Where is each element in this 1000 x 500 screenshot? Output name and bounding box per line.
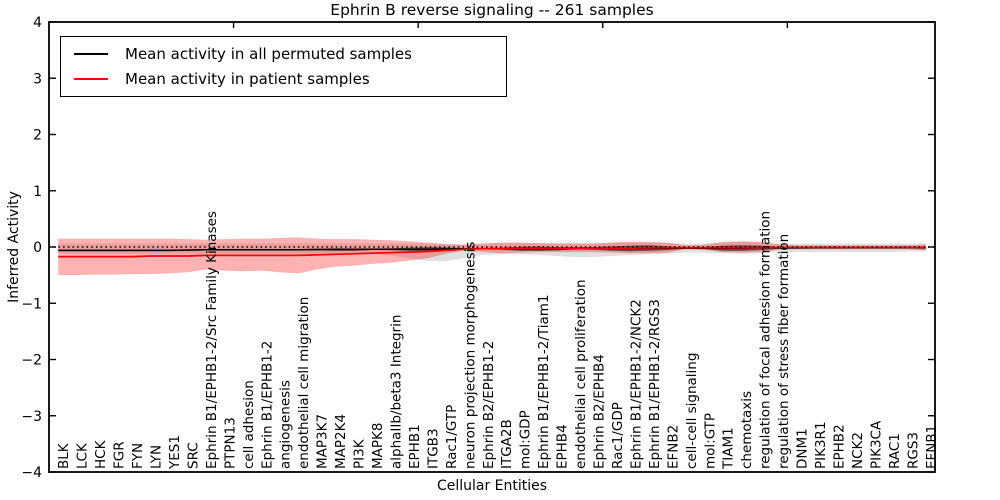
x-category-label: PTPN13: [222, 417, 238, 469]
x-category-label: Ephrin B1/EPHB1-2/RGS3: [647, 299, 663, 469]
patient-line-swatch: [74, 78, 108, 81]
x-category-label: MAP2K4: [333, 414, 349, 469]
y-axis-tick-label: −1: [21, 296, 42, 312]
x-category-label: Rac1/GTP: [444, 405, 460, 469]
x-category-label: neuron projection morphogenesis: [462, 242, 478, 469]
x-category-label: RGS3: [905, 432, 921, 469]
x-category-label: Ephrin B1/EPHB1-2/Src Family Kinases: [204, 211, 220, 469]
x-category-label: regulation of focal adhesion formation: [758, 211, 774, 469]
x-category-label: MAPK8: [370, 423, 386, 469]
x-category-label: EPHB4: [555, 424, 571, 469]
x-category-label: endothelial cell proliferation: [573, 279, 589, 469]
x-category-label: cell adhesion: [241, 380, 257, 469]
x-category-label: Ephrin B2/EPHB1-2: [481, 341, 497, 469]
y-axis-tick-label: 0: [33, 240, 42, 256]
x-category-label: SRC: [185, 442, 201, 469]
x-category-label: EFNB1: [924, 425, 940, 469]
x-category-label: ITGA2B: [499, 419, 515, 469]
x-category-label: BLK: [56, 442, 72, 469]
y-axis-tick-label: 3: [33, 71, 42, 87]
x-category-label: Ephrin B1/EPHB1-2: [259, 341, 275, 469]
legend-item-permuted: Mean activity in all permuted samples: [61, 45, 506, 63]
x-category-label: Rac1/GDP: [610, 402, 626, 469]
x-category-label: MAP3K7: [315, 414, 331, 469]
x-category-label: EPHB1: [407, 424, 423, 469]
y-axis-tick-label: −4: [21, 465, 42, 481]
x-category-label: LCK: [75, 442, 91, 469]
x-category-label: mol:GDP: [518, 410, 534, 469]
patient-mean-line: [58, 246, 926, 258]
x-category-label: PI3K: [352, 438, 368, 469]
x-category-label: FYN: [130, 443, 146, 469]
y-axis-tick-label: 4: [33, 15, 42, 31]
permuted-line-swatch: [74, 52, 108, 55]
x-category-label: TIAM1: [721, 427, 737, 470]
y-axis-tick-label: 2: [33, 128, 42, 144]
x-category-label: HCK: [93, 439, 109, 469]
x-axis-label: Cellular Entities: [436, 478, 548, 494]
x-category-label: EPHB2: [831, 424, 847, 469]
x-category-label: Ephrin B1/EPHB1-2/NCK2: [628, 299, 644, 469]
x-category-label: NCK2: [850, 432, 866, 469]
chart-title: Ephrin B reverse signaling -- 261 sample…: [330, 1, 654, 19]
x-category-label: DNM1: [795, 428, 811, 469]
legend-label-patient: Mean activity in patient samples: [125, 70, 370, 89]
x-category-label: regulation of stress fiber formation: [776, 234, 792, 469]
legend-label-permuted: Mean activity in all permuted samples: [125, 44, 412, 63]
y-axis-tick-label: 1: [33, 184, 42, 200]
x-category-label: chemotaxis: [739, 391, 755, 469]
y-axis-tick-label: −3: [21, 409, 42, 425]
x-category-label: ITGB3: [425, 428, 441, 469]
x-category-label: Ephrin B1/EPHB1-2/Tiam1: [536, 295, 552, 469]
x-category-label: Ephrin B2/EPHB4: [592, 354, 608, 469]
x-category-label: FGR: [112, 441, 128, 469]
x-category-label: cell-cell signaling: [684, 353, 700, 469]
x-category-label: RAC1: [887, 433, 903, 469]
x-category-label: EFNB2: [665, 425, 681, 469]
x-category-label: endothelial cell migration: [296, 297, 312, 469]
y-axis-label: Inferred Activity: [6, 191, 22, 303]
legend-item-patient: Mean activity in patient samples: [61, 70, 506, 88]
y-axis-tick-label: −2: [21, 353, 42, 369]
x-category-label: PIK3CA: [868, 420, 884, 469]
x-category-label: YES1: [167, 435, 183, 470]
x-category-label: LYN: [149, 445, 165, 469]
legend: Mean activity in all permuted samples Me…: [60, 36, 507, 97]
x-category-label: PIK3R1: [813, 421, 829, 469]
x-category-label: mol:GTP: [702, 413, 718, 469]
x-category-label: angiogenesis: [278, 380, 294, 469]
x-category-label: alphaIIb/beta3 Integrin: [388, 315, 404, 469]
